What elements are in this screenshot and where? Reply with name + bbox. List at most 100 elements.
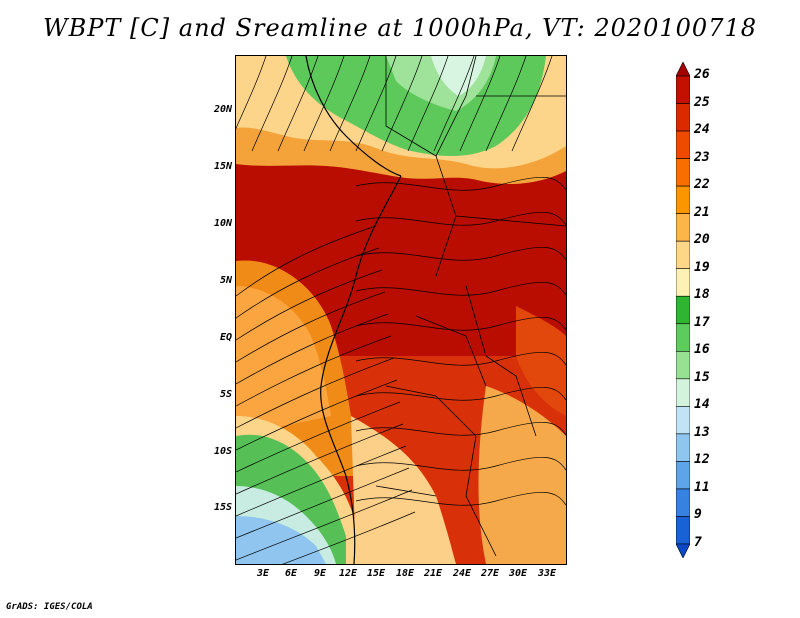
streamline: [236, 313, 389, 385]
colorbar-label: 16: [694, 342, 710, 358]
lat-label-15n: 15N: [213, 161, 232, 172]
colorbar-label: 7: [694, 535, 702, 550]
streamline: [236, 379, 398, 451]
lat-label-10s: 10S: [213, 446, 232, 457]
colorbar-label: 26: [694, 67, 710, 82]
lon-label-24e: 24E: [452, 568, 472, 579]
colorbar-swatch: [675, 433, 691, 462]
colorbar-swatch: [675, 378, 691, 407]
colorbar-swatch: [675, 240, 691, 270]
streamline: [485, 56, 527, 152]
coastline: [305, 56, 402, 564]
streamline: [355, 421, 566, 436]
streamline: [511, 56, 553, 152]
colorbar-label: 24: [694, 122, 710, 138]
streamline: [355, 56, 397, 152]
streamline: [355, 316, 566, 331]
colorbar-label: 18: [694, 287, 710, 303]
colorbar-swatch: [675, 158, 691, 187]
colorbar-swatch: [675, 543, 691, 559]
streamline: [236, 291, 386, 363]
streamline: [433, 56, 475, 152]
colorbar-swatch: [675, 350, 691, 380]
colorbar-swatch: [675, 268, 691, 297]
streamline: [355, 281, 566, 296]
lon-label-3e: 3E: [256, 568, 270, 579]
colorbar-swatch: [675, 295, 691, 325]
colorbar-swatch: [675, 130, 691, 159]
streamline: [236, 423, 404, 495]
colorbar-label: 21: [694, 204, 710, 220]
colorbar-label: 15: [694, 369, 710, 385]
lon-label-9e: 9E: [313, 568, 327, 579]
colorbar-label: 14: [694, 397, 710, 413]
lat-label-20n: 20N: [213, 104, 232, 115]
streamline: [236, 445, 407, 517]
colorbar-label: 13: [694, 424, 710, 440]
wbpt-field-southeast: [478, 386, 566, 564]
colorbar-swatch: [675, 213, 691, 242]
streamline: [236, 467, 410, 539]
streamline: [277, 56, 319, 152]
colorbar-label: 23: [694, 149, 710, 165]
streamline: [355, 351, 566, 366]
streamline: [236, 489, 413, 561]
streamline: [381, 56, 423, 152]
wbpt-field-east-lakes: [516, 306, 566, 416]
wbpt-field-southwest-blue: [236, 516, 326, 564]
lat-label-5n: 5N: [219, 275, 232, 286]
lat-label-eq: EQ: [219, 332, 232, 343]
streamline: [355, 246, 566, 261]
colorbar-swatch: [675, 61, 691, 77]
streamline: [236, 56, 267, 130]
lon-label-12e: 12E: [338, 568, 358, 579]
lon-label-15e: 15E: [366, 568, 386, 579]
lat-label-5s: 5S: [219, 389, 232, 400]
lon-label-30e: 30E: [508, 568, 528, 579]
streamline: [236, 335, 392, 407]
lon-label-18e: 18E: [395, 568, 415, 579]
colorbar-label: 17: [694, 314, 710, 330]
colorbar-swatch: [675, 323, 691, 352]
streamline: [355, 491, 566, 506]
colorbar-label: 12: [694, 452, 710, 468]
streamline: [282, 511, 416, 564]
colorbar-label: 25: [694, 94, 710, 110]
lat-label-15s: 15S: [213, 502, 232, 513]
colorbar-swatch: [675, 75, 691, 104]
streamline: [236, 225, 377, 297]
streamline: [355, 211, 566, 226]
colorbar-swatch: [675, 406, 691, 435]
lon-label-27e: 27E: [480, 568, 500, 579]
colorbar-swatch: [675, 461, 691, 490]
lon-label-21e: 21E: [423, 568, 443, 579]
colorbar-swatch: [675, 103, 691, 132]
streamlines: [236, 56, 566, 564]
streamline: [355, 386, 566, 401]
colorbar-swatch: [675, 488, 691, 517]
colorbar: [675, 61, 691, 562]
colorbar-label: 19: [694, 259, 710, 275]
chart-title: WBPT [C] and Sreamline at 1000hPa, VT: 2…: [42, 14, 758, 42]
colorbar-label: 11: [694, 479, 710, 495]
colorbar-swatch: [675, 185, 691, 214]
streamline: [355, 176, 566, 191]
colorbar-label: 22: [694, 177, 710, 193]
streamline: [355, 456, 566, 471]
lon-label-6e: 6E: [284, 568, 298, 579]
streamline: [407, 56, 449, 152]
footer-credit: GrADS: IGES/COLA: [6, 602, 93, 612]
colorbar-swatch: [675, 516, 691, 545]
colorbar-label: 20: [694, 232, 710, 248]
lat-label-10n: 10N: [213, 218, 232, 229]
streamline: [236, 401, 401, 473]
map-plot-area: [235, 55, 567, 565]
colorbar-label: 9: [694, 507, 702, 523]
wbpt-field-south-interior: [351, 416, 456, 564]
streamline: [329, 56, 371, 152]
lon-label-33e: 33E: [537, 568, 557, 579]
streamline: [236, 357, 395, 429]
streamline: [459, 56, 501, 152]
streamline: [251, 56, 293, 152]
streamline: [303, 56, 345, 152]
